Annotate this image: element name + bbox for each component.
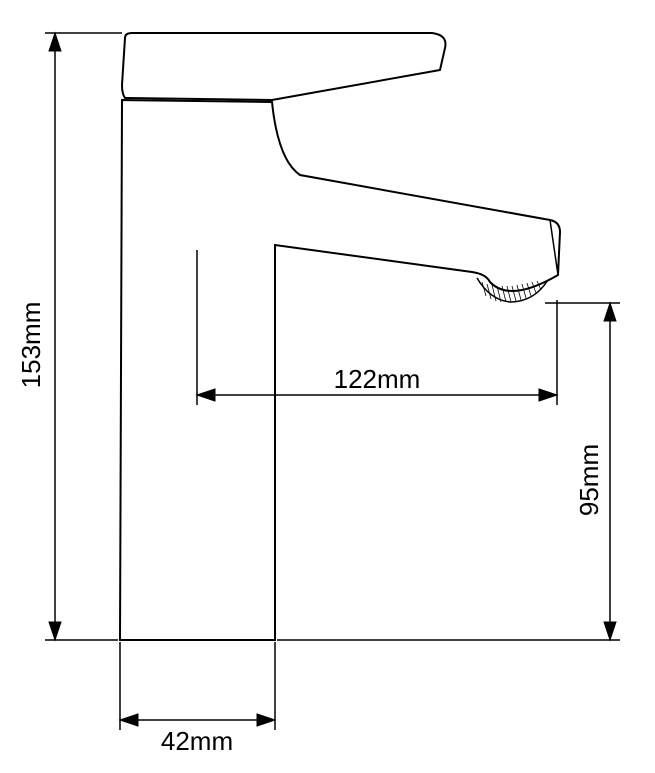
dim-total-height: 153mm [16, 33, 122, 640]
dim-spout-reach-label: 122mm [334, 364, 421, 394]
dim-base-diameter: 42mm [120, 642, 275, 756]
faucet-dimension-drawing: 153mm 122mm 95mm 42mm [0, 0, 655, 773]
dim-base-diameter-label: 42mm [161, 726, 233, 756]
dim-aerator-height: 95mm [277, 303, 620, 640]
dim-total-height-label: 153mm [16, 302, 46, 389]
dim-aerator-height-label: 95mm [574, 444, 604, 516]
faucet-handle [122, 33, 445, 100]
